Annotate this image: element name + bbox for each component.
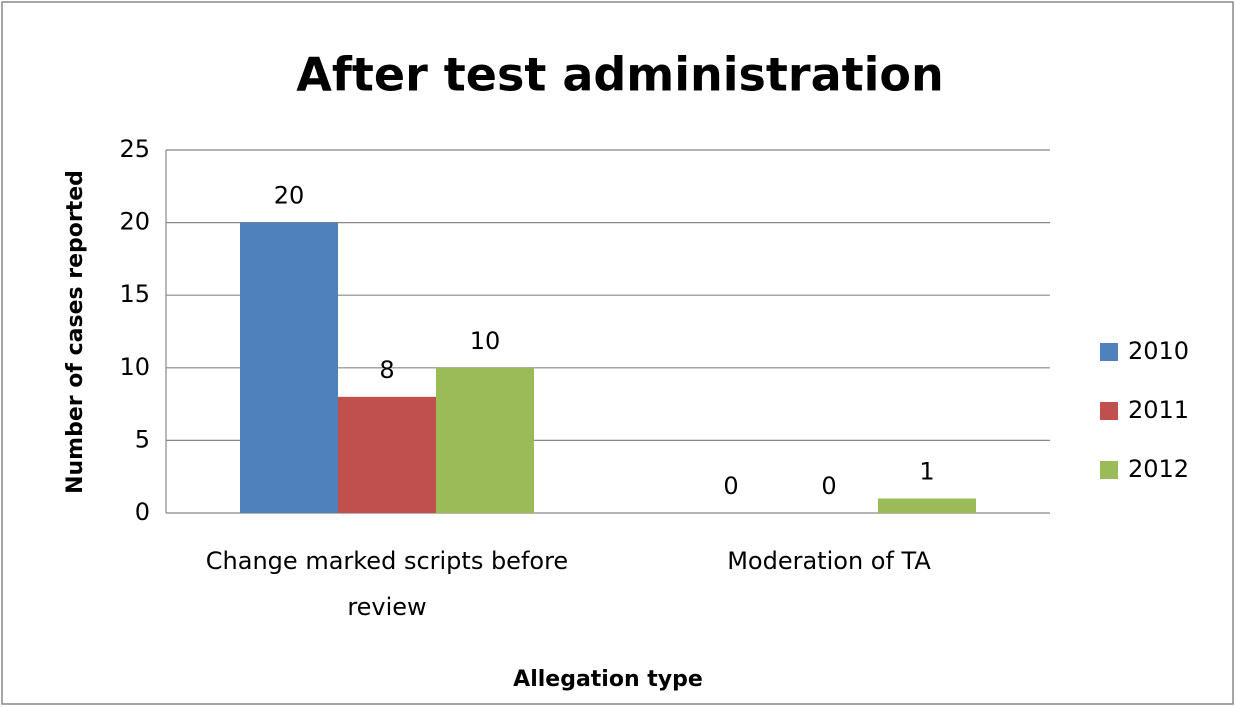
legend-label: 2010: [1128, 337, 1189, 365]
y-tick-label: 20: [119, 208, 150, 236]
legend-swatch: [1100, 461, 1118, 479]
legend-swatch: [1100, 343, 1118, 361]
y-tick-label: 10: [119, 353, 150, 381]
chart-title: After test administration: [296, 48, 943, 102]
y-tick-label: 15: [119, 280, 150, 308]
data-label: 1: [919, 457, 934, 485]
y-tick-label: 5: [135, 425, 150, 453]
x-tick-label: Moderation of TA: [727, 547, 931, 575]
legend-label: 2012: [1128, 455, 1189, 483]
x-axis-label: Allegation type: [513, 667, 703, 692]
bar: [436, 367, 534, 513]
data-label: 8: [379, 356, 394, 384]
bar: [878, 498, 976, 513]
y-tick-label: 0: [135, 498, 150, 526]
legend-swatch: [1100, 402, 1118, 420]
data-label: 0: [821, 472, 836, 500]
bar: [338, 396, 436, 513]
x-tick-label: Change marked scripts before review: [205, 547, 569, 621]
y-tick-label: 25: [119, 135, 150, 163]
data-label: 10: [470, 327, 501, 355]
y-axis-label: Number of cases reported: [63, 170, 88, 494]
bar: [240, 222, 338, 513]
data-label: 20: [274, 182, 305, 210]
data-label: 0: [723, 472, 738, 500]
legend-label: 2011: [1128, 396, 1189, 424]
